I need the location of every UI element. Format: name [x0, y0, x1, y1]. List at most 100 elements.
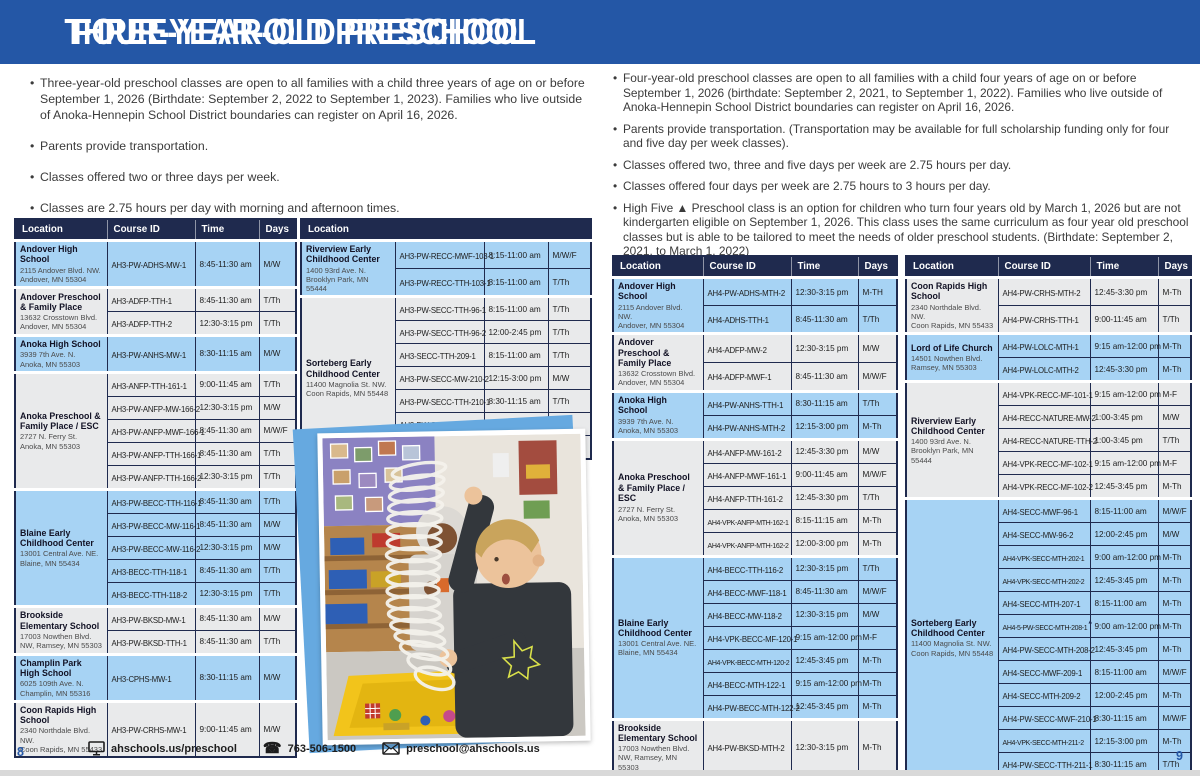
header-course-id: Course ID — [702, 256, 791, 278]
course-id: AH4-PW-SECC-MWF-210-1 — [1002, 715, 1097, 725]
course-id-cell: AH3-PW-RECC-MWF-103-1 — [394, 238, 494, 270]
location-name: Blaine Early Childhood Center — [20, 527, 94, 549]
days-cell: M-Th — [1157, 545, 1192, 570]
time-cell: 12:45-3:45 pm — [1089, 568, 1159, 593]
course-row: AH3-PW-ANFP-MW-166-2 12:30-3:15 pm M/W — [15, 395, 297, 420]
course-row: AH4-PW-ANHS-MTH-2 12:15-3:00 pm M-Th — [613, 414, 898, 440]
course-row: AH4-5-PW-SECC-MTH-208-1▲ 9:00 am-12:00 pm… — [906, 614, 1192, 639]
course-row: Sorteberg Early Childhood Center 11400 Ma… — [905, 497, 1192, 776]
course-id: AH4-SECC-MTH-207-1 — [1002, 600, 1081, 610]
course-id-cell: AH4-PW-ANHS-MTH-2 — [702, 414, 792, 440]
location-address: 2727 N. Ferry St. Anoka, MN 55303 — [20, 432, 103, 450]
course-id-cell: AH4-PW-ANHS-TTH-1 — [702, 389, 792, 416]
location-name: Blaine Early Childhood Center — [618, 617, 692, 638]
location-cell: Andover High School 2115 Andover Blvd. NW… — [612, 275, 704, 335]
course-id: AH4-ADFP-MW-2 — [707, 345, 767, 355]
time-cell: 8:15-11:00 am — [483, 268, 549, 298]
days-cell: T/Th — [258, 581, 297, 607]
course-id-cell: AH3-PW-BECC-TTH-116-1 — [106, 487, 202, 514]
course-id: AH4-VPK-ANFP-MTH-162-1 — [707, 519, 789, 527]
course-row: Riverview Early Childhood Center 1400 93r… — [300, 238, 592, 298]
days-cell: M/W — [258, 238, 297, 289]
course-id-cell: AH4-PW-BECC-MTH-122-2 — [702, 694, 800, 720]
time-cell: 8:30-11:15 am — [483, 389, 549, 414]
course-id: AH4-BECC-TTH-116-2 — [707, 565, 784, 575]
days-cell: M/W — [1157, 522, 1192, 547]
course-id: AH4-ADFP-MWF-1 — [707, 373, 772, 383]
time-cell: 12:45-3:30 pm — [790, 437, 859, 464]
days-cell: M-Th — [1157, 568, 1192, 593]
days-cell: M/W — [258, 604, 297, 631]
bullet-item: Classes offered two or three days per we… — [30, 170, 588, 186]
course-id: AH4-SECC-MTH-209-2 — [1002, 692, 1081, 702]
course-id: AH3-PW-BECC-TTH-116-1 — [111, 498, 202, 508]
course-id-cell: AH4-VPK-SECC-MTH-202-1 — [997, 545, 1091, 570]
bullet-text: Parents provide transportation. (Transpo… — [623, 121, 1170, 151]
monitor-icon — [88, 741, 105, 756]
course-id-cell: AH3-BECC-TTH-118-2 — [106, 581, 196, 607]
left-page-title: THREE-YEAR-OLD PRESCHOOL — [0, 11, 600, 53]
bullet-item: Classes offered two, three and five days… — [613, 158, 1191, 173]
days-cell: M/W — [857, 332, 898, 363]
course-row: Coon Rapids High School 2340 Northdale Bl… — [905, 275, 1192, 335]
days-cell: M/W/F — [857, 579, 898, 604]
header-time: Time — [194, 219, 259, 241]
time-cell: 8:45-11:30 am — [194, 418, 260, 443]
course-id-cell: AH3-PW-BECC-MW-116-2 — [106, 535, 200, 560]
course-id: AH4-PW-ADHS-MTH-2 — [707, 289, 786, 299]
time-cell: 12:15-3:00 pm — [790, 414, 859, 440]
course-row: Lord of Life Church 14501 Nowthen Blvd. Ra… — [905, 332, 1192, 383]
location-cell: Andover Preschool & Family Place 13632 Cr… — [14, 286, 108, 337]
phone-contact: ☎ 763-506-1500 — [263, 741, 356, 756]
bullet-text: Four-year-old preschool classes are open… — [623, 71, 1163, 115]
days-cell: T/Th — [547, 320, 592, 345]
time-cell: 9:00-11:45 am — [1089, 305, 1159, 335]
course-id-cell: AH4-ADFP-MWF-1 — [702, 361, 792, 392]
schedule-table: Location Course ID Time Days Andover High Sc… — [14, 218, 297, 758]
course-row: Champlin Park High School 6025 109th Ave.… — [14, 652, 297, 702]
time-cell: 8:15-11:00 am — [1089, 591, 1159, 616]
course-id-cell: AH3-PW-ADHS-MW-1 — [106, 238, 196, 289]
days-cell: M-Th — [1157, 637, 1192, 662]
days-cell: M-Th — [857, 414, 898, 440]
time-cell: 12:30-3:15 pm — [194, 395, 260, 420]
course-row: AH4-VPK-ANFP-MTH-162-1 8:15-11:15 am M-Th — [613, 508, 898, 533]
location-address: 17003 Nowthen Blvd. NW, Ramsey, MN 55303 — [618, 744, 699, 771]
course-row: AH4-VPK-BECC-MTH-120-2 12:45-3:45 pm M-Th — [613, 648, 898, 673]
days-cell: T/Th — [857, 554, 898, 581]
course-id-cell: AH4-BECC-MTH-122-1 — [702, 671, 792, 696]
course-id: AH4-PW-ANHS-TTH-1 — [707, 400, 784, 410]
page-number-right: 9 — [1176, 749, 1183, 763]
course-row: AH4-ADFP-MWF-1 8:45-11:30 am M/W/F — [613, 361, 898, 392]
course-id: AH4-SECC-MW-96-2 — [1002, 531, 1074, 541]
course-id: AH4-PW-CRHS-MTH-2 — [1002, 289, 1081, 299]
time-cell: 9:15 am-12:00 pm — [1089, 380, 1161, 407]
address-line: Coon Rapids, MN 55448 — [306, 389, 389, 399]
course-row: Blaine Early Childhood Center 13001 Centr… — [14, 487, 297, 607]
bullet-text: Classes offered two, three and five days… — [623, 157, 1012, 172]
days-cell: M-F — [857, 625, 898, 650]
time-cell: 8:15-11:15 am — [790, 508, 859, 533]
days-cell: T/Th — [258, 558, 297, 583]
address-line: 1400 93rd Ave. N. — [306, 265, 366, 275]
address-line: Andover, MN 55304 — [618, 321, 685, 331]
course-id-cell: AH4-VPK-SECC-MTH-211-2 — [997, 729, 1091, 754]
course-id-cell: AH3-BECC-TTH-118-1 — [106, 558, 196, 583]
time-cell: 9:15 am-12:00 pm — [1089, 451, 1161, 476]
three-year-old-schedule-table: Location Course ID Time Days Andover High Sc… — [14, 218, 297, 758]
time-cell: 12:45-3:30 pm — [790, 485, 859, 510]
course-id-cell: AH3-PW-RECC-TTH-103-1 — [394, 268, 491, 298]
days-cell: M-Th — [1157, 357, 1192, 383]
course-id: AH4-ADHS-TTH-1 — [707, 316, 770, 326]
course-id-cell: AH4-PW-BKSD-MTH-2 — [702, 717, 792, 776]
bullet-text: Three-year-old preschool classes are ope… — [40, 76, 585, 122]
days-cell: T/Th — [547, 295, 592, 322]
address-line: NW, Ramsey, MN 55303 — [618, 753, 678, 772]
location-cell: Coon Rapids High School 2340 Northdale Bl… — [14, 699, 108, 758]
course-id-cell: AH3-PW-SECC-TTH-210-1 — [394, 389, 490, 414]
days-cell: M/W — [258, 334, 297, 373]
location-address: 2340 Northdale Blvd. NW. Coon Rapids, MN … — [911, 303, 994, 330]
course-row: AH4-SECC-MW-96-2 12:00-2:45 pm M/W — [906, 522, 1192, 547]
address-line: 1400 93rd Ave. N. — [911, 437, 971, 447]
course-id: AH3-PW-RECC-TTH-103-1 — [399, 279, 491, 289]
